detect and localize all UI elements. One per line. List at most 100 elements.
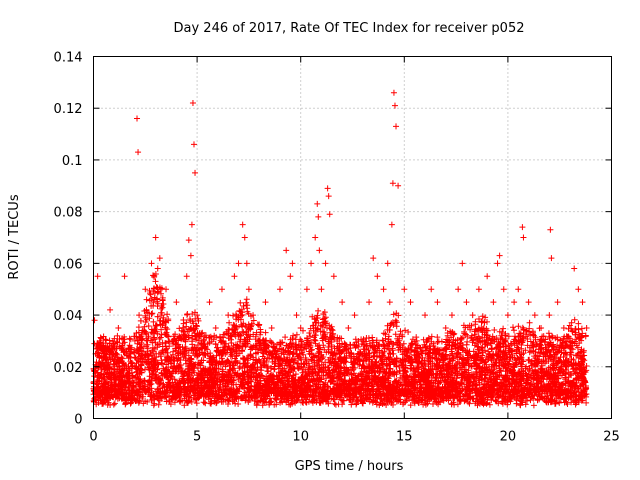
y-tick-label: 0.06 bbox=[54, 257, 83, 272]
data-point bbox=[455, 286, 462, 293]
data-point bbox=[194, 312, 201, 319]
data-point bbox=[289, 260, 296, 267]
data-point bbox=[127, 350, 134, 357]
data-point bbox=[150, 299, 157, 306]
data-point bbox=[389, 180, 396, 187]
data-point bbox=[407, 299, 414, 306]
data-point bbox=[422, 312, 429, 319]
data-point bbox=[308, 260, 315, 267]
data-point bbox=[386, 299, 393, 306]
data-point bbox=[511, 299, 518, 306]
data-point bbox=[370, 255, 377, 262]
data-point bbox=[91, 317, 98, 324]
data-point bbox=[496, 252, 503, 259]
data-point bbox=[359, 337, 366, 344]
data-point bbox=[567, 337, 574, 344]
data-point bbox=[390, 89, 397, 96]
data-point bbox=[374, 273, 381, 280]
data-point bbox=[388, 221, 395, 228]
data-point bbox=[314, 200, 321, 207]
data-point bbox=[256, 337, 263, 344]
data-point bbox=[239, 221, 246, 228]
data-point bbox=[93, 384, 100, 391]
data-point bbox=[519, 224, 526, 231]
data-point bbox=[115, 325, 122, 331]
data-point bbox=[144, 337, 151, 344]
data-point bbox=[380, 286, 387, 293]
data-point bbox=[413, 337, 420, 344]
data-point bbox=[297, 325, 304, 331]
y-tick-label: 0.04 bbox=[54, 309, 83, 324]
data-point bbox=[241, 234, 248, 241]
data-point bbox=[312, 234, 319, 241]
y-tick-label: 0.1 bbox=[62, 154, 83, 169]
data-point bbox=[434, 299, 441, 306]
data-point bbox=[179, 350, 186, 357]
data-point bbox=[520, 234, 527, 241]
data-point bbox=[187, 252, 194, 259]
data-point bbox=[169, 337, 176, 344]
data-point bbox=[163, 286, 170, 293]
data-point bbox=[235, 260, 242, 267]
data-point bbox=[384, 260, 391, 267]
data-point bbox=[250, 312, 257, 319]
data-point bbox=[245, 286, 252, 293]
data-point bbox=[538, 325, 545, 331]
data-point bbox=[283, 247, 290, 254]
y-tick-label: 0.02 bbox=[54, 361, 83, 376]
grid-layer bbox=[93, 56, 612, 419]
data-point bbox=[262, 299, 269, 306]
data-point bbox=[579, 299, 586, 306]
data-point bbox=[330, 273, 337, 280]
data-point bbox=[268, 325, 275, 331]
x-axis-label: GPS time / hours bbox=[295, 459, 404, 474]
data-point bbox=[490, 299, 497, 306]
data-point bbox=[111, 363, 118, 370]
x-tick-label: 0 bbox=[89, 430, 97, 445]
data-point bbox=[351, 312, 358, 319]
data-point bbox=[560, 325, 567, 331]
data-point bbox=[475, 286, 482, 293]
data-point bbox=[325, 193, 332, 200]
data-point bbox=[583, 325, 590, 331]
data-point bbox=[548, 255, 555, 262]
data-point bbox=[189, 100, 196, 107]
y-tick-label: 0.12 bbox=[54, 102, 83, 117]
data-point bbox=[188, 221, 195, 228]
data-point bbox=[463, 299, 470, 306]
data-point bbox=[571, 265, 578, 272]
data-point bbox=[324, 185, 331, 192]
data-point bbox=[546, 312, 553, 319]
data-point bbox=[316, 247, 323, 254]
data-point bbox=[345, 325, 352, 331]
data-point bbox=[322, 260, 329, 267]
data-point bbox=[148, 260, 155, 267]
y-tick-label: 0.08 bbox=[54, 206, 83, 221]
data-point bbox=[107, 306, 114, 313]
data-point bbox=[494, 260, 501, 267]
data-point bbox=[339, 299, 346, 306]
data-point bbox=[218, 286, 225, 293]
data-point bbox=[276, 286, 283, 293]
data-point bbox=[554, 299, 561, 306]
x-tick-label: 20 bbox=[500, 430, 517, 445]
data-point bbox=[469, 312, 476, 319]
data-point bbox=[315, 213, 322, 220]
data-point bbox=[484, 273, 491, 280]
data-point bbox=[459, 260, 466, 267]
data-point bbox=[326, 211, 333, 218]
data-point bbox=[121, 273, 128, 280]
data-point bbox=[391, 102, 398, 109]
data-point bbox=[136, 312, 143, 319]
points-layer bbox=[90, 89, 590, 409]
data-point bbox=[200, 337, 207, 344]
data-point bbox=[173, 299, 180, 306]
y-tick-label: 0.14 bbox=[54, 51, 83, 66]
x-tick-label: 25 bbox=[603, 430, 620, 445]
data-point bbox=[206, 299, 213, 306]
data-point bbox=[225, 312, 232, 319]
data-point bbox=[531, 312, 538, 319]
data-point bbox=[183, 273, 190, 280]
data-point bbox=[94, 273, 101, 280]
data-point bbox=[287, 273, 294, 280]
